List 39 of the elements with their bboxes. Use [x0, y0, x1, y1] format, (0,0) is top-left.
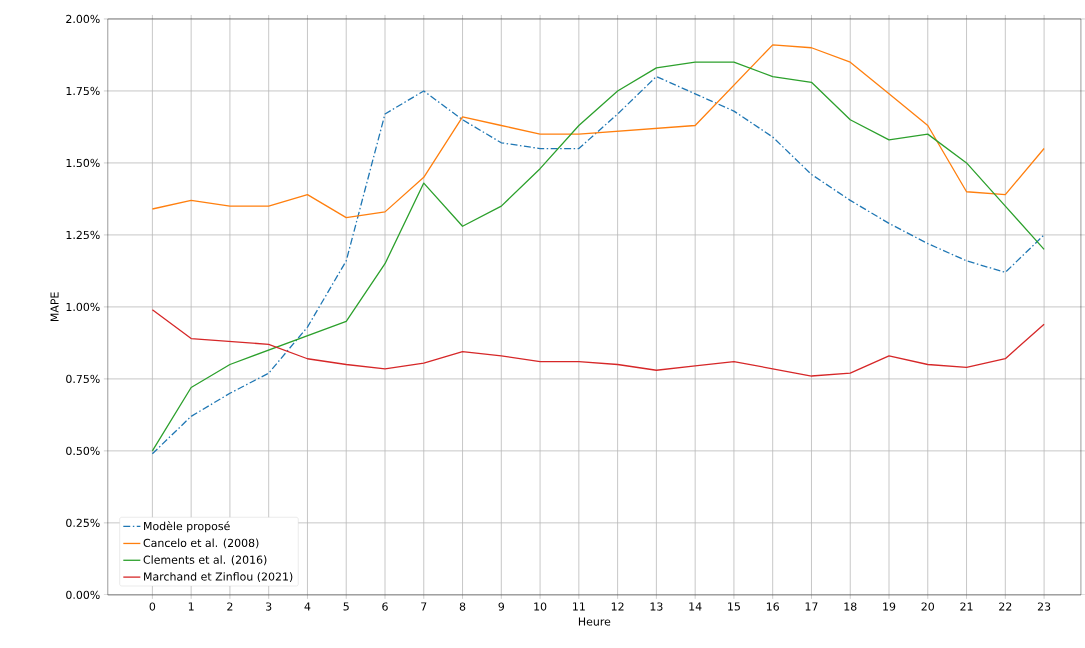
x-tick-label: 9 — [498, 602, 505, 611]
y-tick-label: 1.75% — [66, 86, 100, 96]
x-tick-label: 17 — [805, 602, 818, 611]
x-tick-label: 13 — [650, 602, 663, 611]
x-tick-label: 7 — [421, 602, 427, 611]
y-tick-label: 1.50% — [66, 158, 100, 168]
x-tick-label: 18 — [844, 602, 857, 611]
legend-label: Marchand et Zinflou (2021) — [144, 572, 293, 583]
x-tick-label: 16 — [766, 602, 779, 611]
x-tick-label: 11 — [573, 602, 585, 611]
x-tick-label: 1 — [188, 602, 194, 611]
x-tick-label: 22 — [999, 602, 1012, 611]
x-tick-label: 21 — [960, 602, 973, 611]
y-tick-label: 2.00% — [66, 14, 100, 24]
x-tick-label: 20 — [921, 602, 935, 611]
y-tick-label: 0.75% — [66, 374, 100, 384]
legend-label: Clements et al. (2016) — [143, 555, 267, 566]
y-tick-label: 0.00% — [66, 590, 100, 600]
x-tick-label: 10 — [534, 602, 547, 611]
y-tick-label: 0.25% — [66, 518, 100, 528]
x-tick-label: 14 — [689, 602, 702, 611]
x-tick-label: 12 — [611, 602, 624, 611]
y-axis-title: MAPE — [50, 292, 59, 322]
x-tick-label: 0 — [149, 602, 156, 611]
x-tick-label: 2 — [227, 602, 233, 611]
y-tick-label: 1.00% — [66, 302, 100, 312]
x-tick-label: 15 — [728, 602, 740, 611]
x-tick-label: 5 — [343, 602, 349, 611]
x-tick-label: 23 — [1037, 602, 1051, 611]
legend-label: Modèle proposé — [144, 521, 230, 533]
x-tick-label: 3 — [266, 602, 272, 611]
y-tick-label: 1.25% — [66, 230, 100, 240]
y-tick-label: 0.50% — [66, 446, 100, 456]
x-tick-label: 6 — [382, 602, 388, 611]
x-axis-title: Heure — [578, 617, 611, 626]
x-tick-label: 4 — [304, 602, 311, 611]
x-tick-label: 8 — [459, 602, 466, 611]
x-tick-label: 19 — [883, 602, 896, 611]
legend-label: Cancelo et al. (2008) — [143, 538, 259, 549]
